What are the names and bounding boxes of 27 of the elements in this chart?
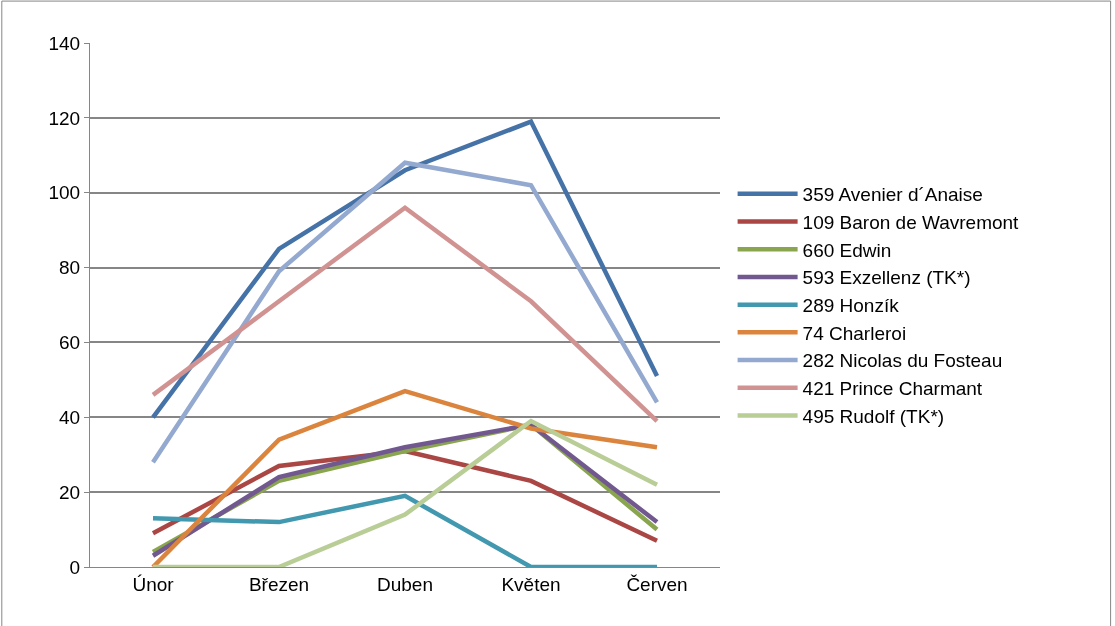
x-tick-label: Červen [626, 573, 688, 595]
y-tick-label: 80 [59, 257, 81, 279]
legend-label: 495 Rudolf (TK*) [802, 405, 945, 427]
x-tick-label: Březen [248, 573, 310, 595]
x-tick-label: Únor [132, 573, 175, 595]
legend-label: 282 Nicolas du Fosteau [802, 350, 1003, 372]
y-tick-label: 120 [48, 107, 81, 129]
legend-label: 421 Prince Charmant [802, 378, 983, 400]
y-tick-label: 100 [48, 182, 81, 204]
y-tick-label: 20 [59, 481, 81, 503]
legend-label: 74 Charleroi [802, 322, 907, 344]
line-series [150, 493, 660, 567]
legend-label: 660 Edwin [802, 239, 892, 261]
line-series [150, 388, 660, 567]
y-tick-label: 40 [59, 406, 81, 428]
x-tick-label: Květen [501, 573, 561, 595]
legend-label: 359 Avenier d´Anaise [802, 184, 983, 206]
legend-label: 289 Honzík [802, 295, 900, 317]
line-series [150, 119, 660, 420]
legend-label: 593 Exzellenz (TK*) [802, 267, 971, 289]
line-series [150, 205, 660, 424]
line-series [150, 160, 660, 465]
y-tick-label: 60 [59, 332, 81, 354]
legend-label: 109 Baron de Wavremont [802, 211, 1020, 233]
y-tick-label: 140 [48, 32, 81, 54]
x-tick-label: Duben [377, 573, 433, 595]
y-tick-label: 0 [69, 556, 81, 578]
